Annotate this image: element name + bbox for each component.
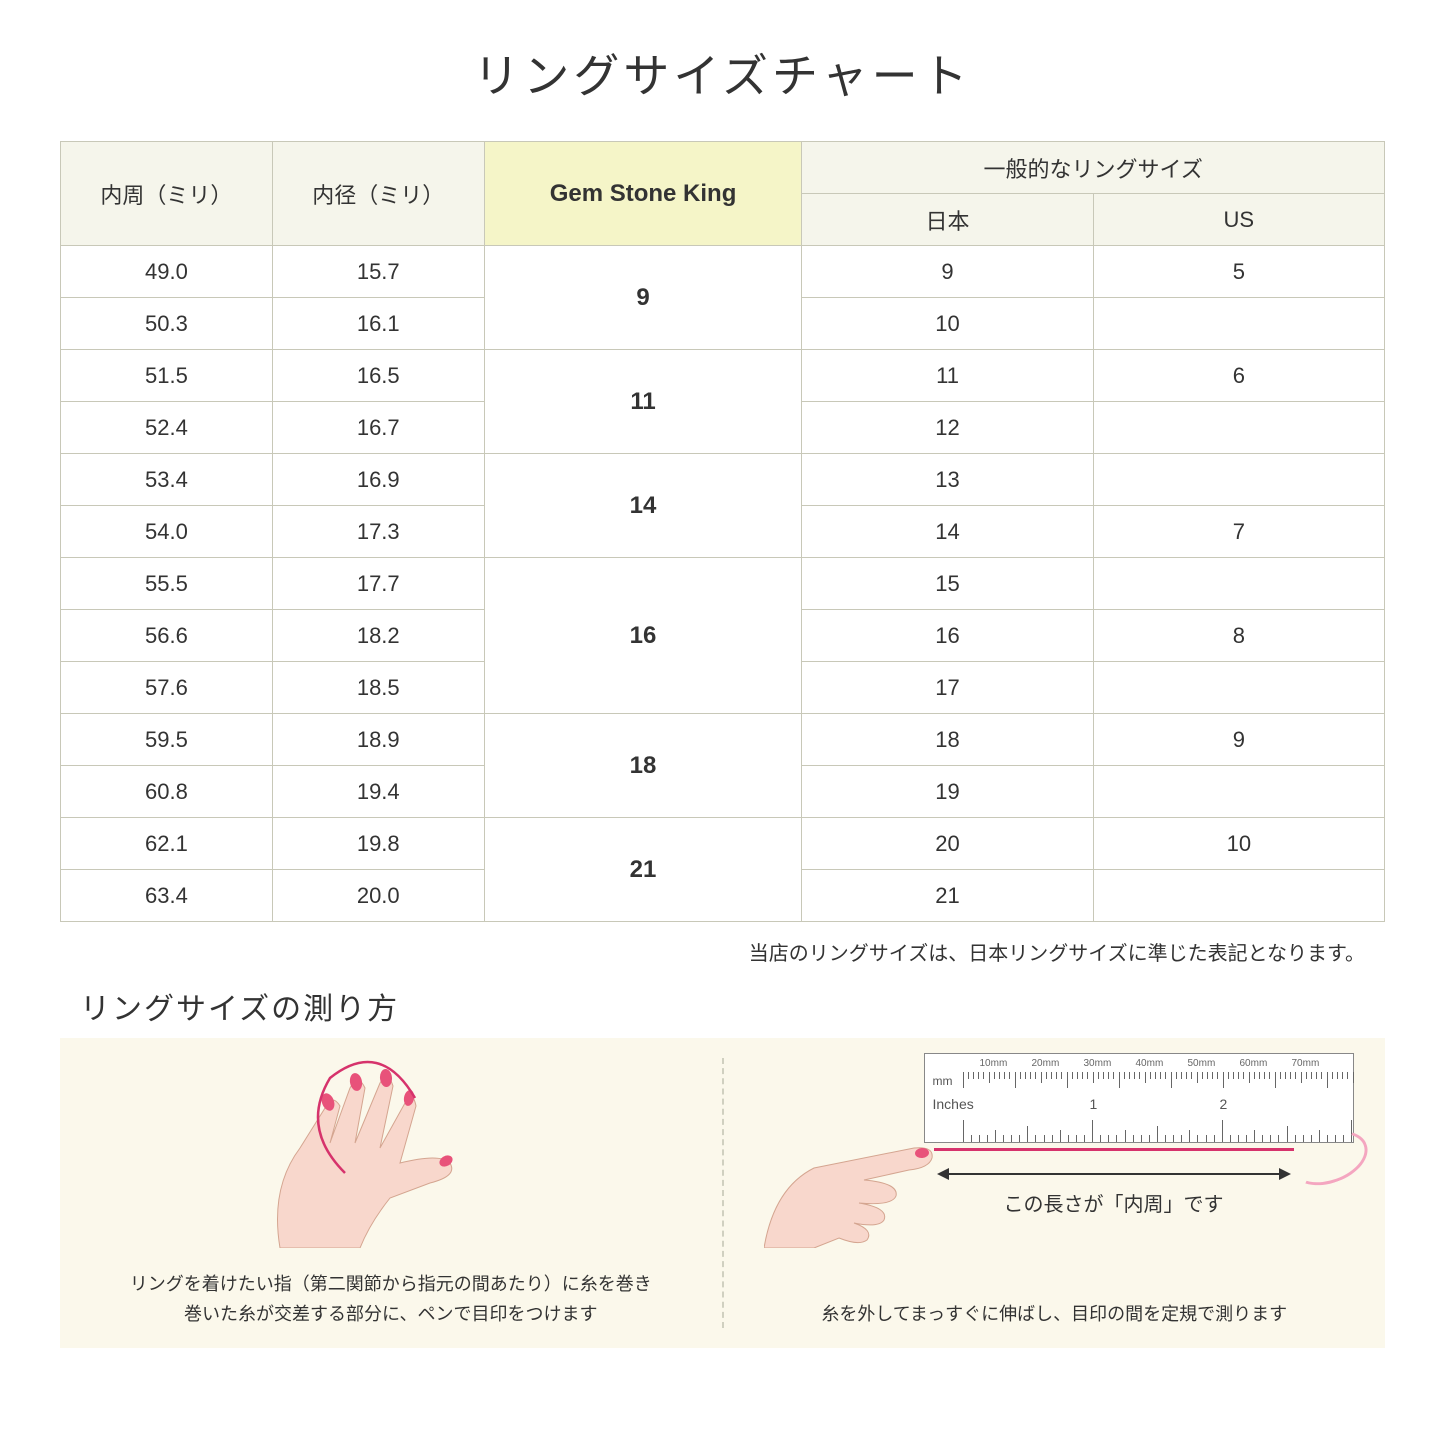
cell-japan: 20 xyxy=(802,818,1093,870)
cell-us: 5 xyxy=(1093,246,1384,298)
page-title: リングサイズチャート xyxy=(60,40,1385,106)
caption-left: リングを着けたい指（第二関節から指元の間あたり）に糸を巻き 巻いた糸が交差する部… xyxy=(60,1269,722,1330)
cell-diameter: 18.5 xyxy=(272,662,484,714)
cell-japan: 15 xyxy=(802,558,1093,610)
ruler-mm-unit: mm xyxy=(933,1074,953,1088)
table-row: 51.516.511116 xyxy=(61,350,1385,402)
thread-line xyxy=(934,1148,1294,1151)
measurement-arrow xyxy=(939,1173,1289,1175)
cell-circumference: 63.4 xyxy=(61,870,273,922)
cell-diameter: 19.8 xyxy=(272,818,484,870)
cell-circumference: 62.1 xyxy=(61,818,273,870)
cell-japan: 19 xyxy=(802,766,1093,818)
cell-circumference: 59.5 xyxy=(61,714,273,766)
cell-diameter: 17.3 xyxy=(272,506,484,558)
measure-title: リングサイズの測り方 xyxy=(80,984,1385,1028)
cell-japan: 9 xyxy=(802,246,1093,298)
cell-gsk: 18 xyxy=(484,714,802,818)
table-row: 53.416.91413 xyxy=(61,454,1385,506)
cell-japan: 13 xyxy=(802,454,1093,506)
table-row: 49.015.7995 xyxy=(61,246,1385,298)
cell-japan: 14 xyxy=(802,506,1093,558)
table-row: 55.517.71615 xyxy=(61,558,1385,610)
cell-us: 8 xyxy=(1093,610,1384,662)
cell-japan: 17 xyxy=(802,662,1093,714)
cell-japan: 12 xyxy=(802,402,1093,454)
cell-circumference: 50.3 xyxy=(61,298,273,350)
ruler-mm-mark: 30mm xyxy=(1084,1058,1112,1069)
th-circumference: 内周（ミリ） xyxy=(61,142,273,246)
th-diameter: 内径（ミリ） xyxy=(272,142,484,246)
th-general: 一般的なリングサイズ xyxy=(802,142,1385,194)
cell-circumference: 55.5 xyxy=(61,558,273,610)
note-text: 当店のリングサイズは、日本リングサイズに準じた表記となります。 xyxy=(60,937,1385,966)
th-gsk: Gem Stone King xyxy=(484,142,802,246)
cell-circumference: 52.4 xyxy=(61,402,273,454)
ruler-mm-mark: 20mm xyxy=(1032,1058,1060,1069)
cell-japan: 16 xyxy=(802,610,1093,662)
ruler-in-mark: 1 xyxy=(1090,1096,1098,1112)
cell-us xyxy=(1093,558,1384,610)
ruler-mm-mark: 10mm xyxy=(980,1058,1008,1069)
ruler-mm-mark: 60mm xyxy=(1240,1058,1268,1069)
cell-diameter: 16.7 xyxy=(272,402,484,454)
cell-gsk: 11 xyxy=(484,350,802,454)
cell-diameter: 16.1 xyxy=(272,298,484,350)
cell-us xyxy=(1093,662,1384,714)
ruler-mm-mark: 40mm xyxy=(1136,1058,1164,1069)
table-row: 59.518.918189 xyxy=(61,714,1385,766)
cell-us: 6 xyxy=(1093,350,1384,402)
caption-right: 糸を外してまっすぐに伸ばし、目印の間を定規で測ります xyxy=(724,1299,1386,1330)
ruler-illustration: mm Inches 10mm20mm30mm40mm50mm60mm70mm12 xyxy=(924,1053,1354,1143)
cell-us xyxy=(1093,298,1384,350)
hand-point-illustration xyxy=(764,1098,964,1248)
cell-diameter: 20.0 xyxy=(272,870,484,922)
cell-us xyxy=(1093,870,1384,922)
cell-circumference: 54.0 xyxy=(61,506,273,558)
cell-japan: 18 xyxy=(802,714,1093,766)
cell-japan: 21 xyxy=(802,870,1093,922)
ruler-mm-mark: 70mm xyxy=(1292,1058,1320,1069)
ruler-in-mark: 2 xyxy=(1220,1096,1228,1112)
cell-gsk: 9 xyxy=(484,246,802,350)
cell-circumference: 51.5 xyxy=(61,350,273,402)
cell-us: 9 xyxy=(1093,714,1384,766)
measure-area: リングを着けたい指（第二関節から指元の間あたり）に糸を巻き 巻いた糸が交差する部… xyxy=(60,1038,1385,1348)
cell-us xyxy=(1093,766,1384,818)
cell-diameter: 18.2 xyxy=(272,610,484,662)
cell-diameter: 16.5 xyxy=(272,350,484,402)
cell-japan: 11 xyxy=(802,350,1093,402)
cell-us xyxy=(1093,454,1384,506)
cell-circumference: 53.4 xyxy=(61,454,273,506)
cell-circumference: 57.6 xyxy=(61,662,273,714)
measure-panel-right: mm Inches 10mm20mm30mm40mm50mm60mm70mm12… xyxy=(724,1038,1386,1348)
cell-diameter: 15.7 xyxy=(272,246,484,298)
cell-diameter: 16.9 xyxy=(272,454,484,506)
th-japan: 日本 xyxy=(802,194,1093,246)
ruler-mm-mark: 50mm xyxy=(1188,1058,1216,1069)
th-us: US xyxy=(1093,194,1384,246)
table-row: 62.119.8212010 xyxy=(61,818,1385,870)
cell-gsk: 14 xyxy=(484,454,802,558)
cell-gsk: 16 xyxy=(484,558,802,714)
cell-us xyxy=(1093,402,1384,454)
cell-circumference: 56.6 xyxy=(61,610,273,662)
cell-gsk: 21 xyxy=(484,818,802,922)
measure-panel-left: リングを着けたい指（第二関節から指元の間あたり）に糸を巻き 巻いた糸が交差する部… xyxy=(60,1038,722,1348)
hand-wrap-illustration xyxy=(240,1048,500,1248)
cell-us: 7 xyxy=(1093,506,1384,558)
cell-diameter: 19.4 xyxy=(272,766,484,818)
cell-us: 10 xyxy=(1093,818,1384,870)
cell-diameter: 18.9 xyxy=(272,714,484,766)
arrow-label: この長さが「内周」です xyxy=(934,1188,1294,1217)
cell-diameter: 17.7 xyxy=(272,558,484,610)
cell-circumference: 60.8 xyxy=(61,766,273,818)
cell-circumference: 49.0 xyxy=(61,246,273,298)
ring-size-table: 内周（ミリ） 内径（ミリ） Gem Stone King 一般的なリングサイズ … xyxy=(60,141,1385,922)
cell-japan: 10 xyxy=(802,298,1093,350)
